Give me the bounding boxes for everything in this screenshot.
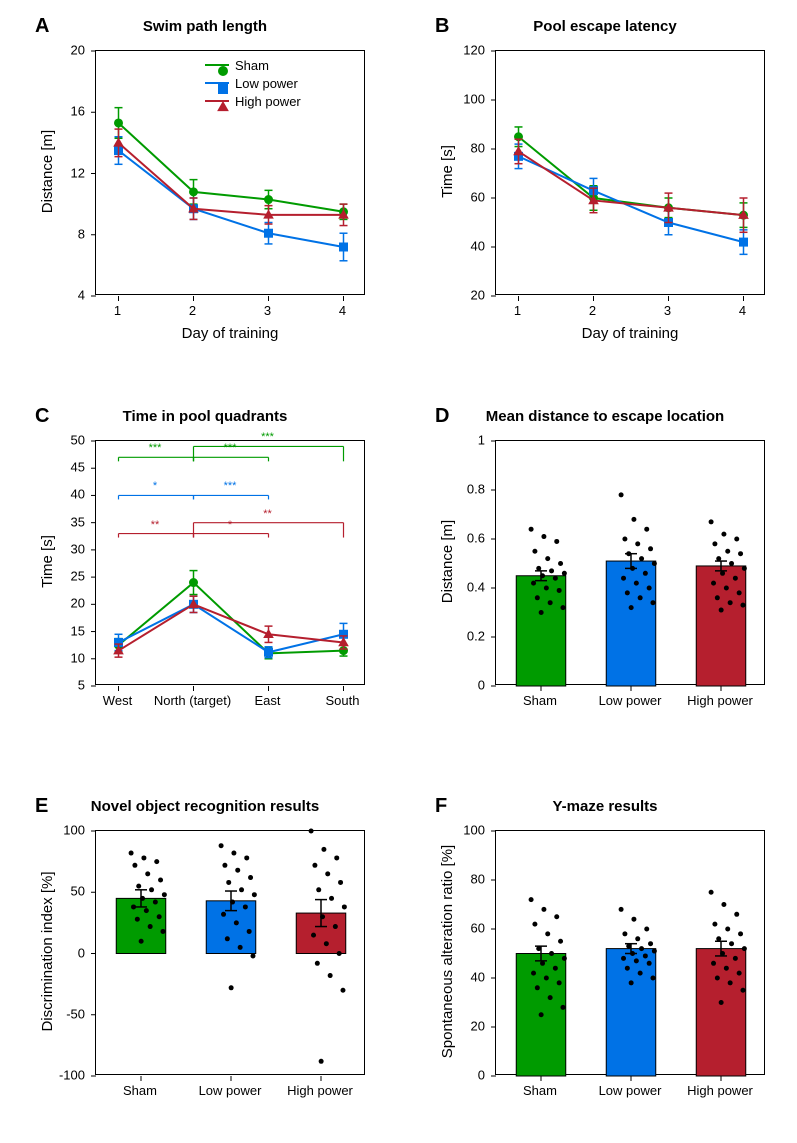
x-tick-label: 3 — [264, 303, 271, 318]
panel-F: FY-maze results 020406080100ShamLow powe… — [430, 790, 780, 1130]
legend-item: Sham — [205, 56, 301, 74]
x-axis-label: Day of training — [495, 325, 765, 342]
x-tick-label: Sham — [523, 1083, 557, 1098]
x-axis-label: Day of training — [95, 325, 365, 342]
y-tick-label: 20 — [455, 288, 485, 303]
y-tick-label: 5 — [55, 678, 85, 693]
sig-label: * — [228, 519, 232, 531]
y-tick-label: 50 — [55, 433, 85, 448]
legend-label: Sham — [235, 58, 269, 73]
y-tick-label: 8 — [55, 226, 85, 241]
y-tick-label: 45 — [55, 460, 85, 475]
plot-area — [95, 440, 365, 685]
x-tick-label: East — [254, 693, 280, 708]
y-tick-label: 20 — [455, 1019, 485, 1034]
sig-label: *** — [149, 442, 162, 454]
plot-area — [95, 830, 365, 1075]
x-tick-label: 1 — [114, 303, 121, 318]
y-tick-label: 35 — [55, 514, 85, 529]
x-tick-label: High power — [287, 1083, 353, 1098]
y-tick-label: 80 — [455, 141, 485, 156]
y-tick-label: 15 — [55, 623, 85, 638]
y-tick-label: 60 — [455, 921, 485, 936]
y-tick-label: 4 — [55, 288, 85, 303]
panel-E: ENovel object recognition results -100-5… — [30, 790, 380, 1130]
y-tick-label: 120 — [455, 43, 485, 58]
legend-label: Low power — [235, 76, 298, 91]
y-tick-label: 40 — [455, 239, 485, 254]
y-tick-label: 25 — [55, 569, 85, 584]
y-tick-label: 0.4 — [455, 580, 485, 595]
panel-title: Time in pool quadrants — [30, 408, 380, 425]
plot-area — [495, 830, 765, 1075]
y-tick-label: 0.2 — [455, 629, 485, 644]
x-tick-label: North (target) — [154, 693, 231, 708]
x-tick-label: 1 — [514, 303, 521, 318]
x-tick-label: Low power — [199, 1083, 262, 1098]
y-tick-label: -50 — [55, 1006, 85, 1021]
legend-label: High power — [235, 94, 301, 109]
x-tick-label: 2 — [589, 303, 596, 318]
x-tick-label: 3 — [664, 303, 671, 318]
y-tick-label: 40 — [55, 487, 85, 502]
y-axis-label: Distance [m] — [39, 49, 56, 294]
y-tick-label: 20 — [55, 43, 85, 58]
x-tick-label: Sham — [523, 693, 557, 708]
y-tick-label: 1 — [455, 433, 485, 448]
panel-title: Pool escape latency — [430, 18, 780, 35]
y-tick-label: 0.8 — [455, 482, 485, 497]
y-tick-label: 0 — [55, 945, 85, 960]
y-tick-label: 0 — [455, 1068, 485, 1083]
x-tick-label: High power — [687, 693, 753, 708]
y-tick-label: 20 — [55, 596, 85, 611]
y-tick-label: 0.6 — [455, 531, 485, 546]
y-tick-label: 40 — [455, 970, 485, 985]
y-axis-label: Spontaneous alteration ratio [%] — [439, 829, 456, 1074]
sig-label: *** — [224, 480, 237, 492]
legend: Sham Low power High power — [205, 56, 301, 110]
sig-label: ** — [263, 508, 272, 520]
sig-label: *** — [261, 431, 274, 443]
panel-D: DMean distance to escape location 00.20.… — [430, 400, 780, 740]
panel-B: BPool escape latency — [430, 10, 780, 350]
y-axis-label: Time [s] — [39, 439, 56, 684]
panel-title: Novel object recognition results — [30, 798, 380, 815]
panel-title: Y-maze results — [430, 798, 780, 815]
x-tick-label: Sham — [123, 1083, 157, 1098]
y-axis-label: Time [s] — [439, 49, 456, 294]
panel-C: CTime in pool quadrants — [30, 400, 380, 740]
y-tick-label: 100 — [55, 823, 85, 838]
x-tick-label: High power — [687, 1083, 753, 1098]
y-axis-label: Discrimination index [%] — [39, 829, 56, 1074]
panel-title: Swim path length — [30, 18, 380, 35]
x-tick-label: Low power — [599, 693, 662, 708]
sig-label: * — [153, 480, 157, 492]
y-tick-label: 80 — [455, 872, 485, 887]
y-tick-label: 0 — [455, 678, 485, 693]
sig-label: *** — [224, 442, 237, 454]
figure-root: ASwim path length — [0, 0, 797, 1143]
x-tick-label: 2 — [189, 303, 196, 318]
plot-area — [495, 440, 765, 685]
x-tick-label: 4 — [739, 303, 746, 318]
x-tick-label: 4 — [339, 303, 346, 318]
y-tick-label: -100 — [55, 1068, 85, 1083]
y-tick-label: 30 — [55, 541, 85, 556]
y-tick-label: 10 — [55, 650, 85, 665]
y-tick-label: 100 — [455, 823, 485, 838]
x-tick-label: South — [326, 693, 360, 708]
plot-area — [495, 50, 765, 295]
x-tick-label: West — [103, 693, 132, 708]
panel-title: Mean distance to escape location — [430, 408, 780, 425]
x-tick-label: Low power — [599, 1083, 662, 1098]
sig-label: ** — [151, 519, 160, 531]
y-axis-label: Distance [m] — [439, 439, 456, 684]
y-tick-label: 16 — [55, 104, 85, 119]
y-tick-label: 50 — [55, 884, 85, 899]
y-tick-label: 12 — [55, 165, 85, 180]
y-tick-label: 100 — [455, 92, 485, 107]
y-tick-label: 60 — [455, 190, 485, 205]
